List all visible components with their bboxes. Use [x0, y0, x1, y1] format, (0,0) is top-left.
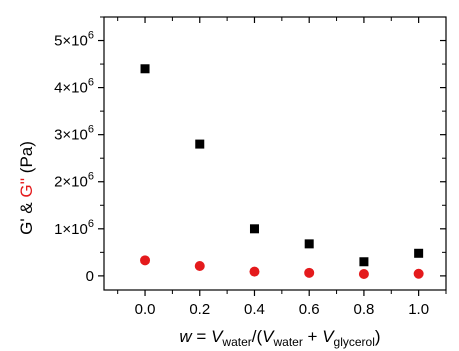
data-point-circle: [413, 268, 424, 279]
x-axis-title-v2: V: [262, 327, 275, 346]
x-axis-ticks: 0.0 0.2 0.4 0.6 0.8 1.0: [117, 17, 447, 318]
y-tick-label: 2×106: [54, 171, 94, 191]
x-tick-label: 0.2: [189, 301, 210, 318]
x-tick-label: 0.0: [135, 301, 156, 318]
data-point-square: [195, 139, 205, 149]
x-axis-title-close: ): [375, 327, 381, 346]
data-point-square: [304, 239, 314, 249]
x-axis-title-v3: V: [322, 327, 335, 346]
x-axis-title-v1: V: [211, 327, 224, 346]
data-point-circle: [194, 260, 205, 271]
y-tick-label: 0: [86, 268, 94, 285]
plot-frame: [103, 16, 447, 291]
y-tick-label: 4×106: [54, 77, 94, 97]
data-point-circle: [249, 266, 260, 277]
y-axis-title: G' & G'' (Pa): [17, 141, 36, 235]
x-tick-label: 0.8: [353, 301, 374, 318]
plot-border: [103, 16, 447, 291]
y-axis-ticks: 0 1×106 2×106 3×106 4×106 5×106: [54, 16, 446, 285]
x-tick-label: 0.4: [244, 301, 265, 318]
y-axis-title-part1: G' &: [17, 198, 36, 235]
x-axis-title-mid: /(: [252, 327, 263, 346]
data-point-circle: [140, 255, 151, 266]
data-point-square: [140, 64, 150, 74]
x-axis-title-sub1: water: [221, 335, 251, 349]
data-point-square: [249, 224, 259, 234]
data-point-circle: [358, 268, 369, 279]
y-axis-title-part2: G'': [17, 178, 36, 198]
y-tick-label: 1×106: [54, 218, 94, 238]
y-tick-label: 3×106: [54, 124, 94, 144]
x-axis-title: w = Vwater/(Vwater + Vglycerol): [179, 327, 380, 349]
x-tick-label: 0.6: [299, 301, 320, 318]
y-tick-label: 5×106: [54, 30, 94, 50]
x-axis-title-sub3: glycerol: [334, 335, 375, 349]
data-point-circle: [304, 267, 315, 278]
x-tick-label: 1.0: [408, 301, 429, 318]
data-point-square: [414, 248, 424, 258]
data-marks: [140, 64, 424, 279]
x-axis-title-plus: +: [303, 327, 322, 346]
x-axis-title-sub2: water: [272, 335, 302, 349]
x-axis-title-eq: =: [192, 327, 211, 346]
x-axis-title-w: w: [179, 327, 193, 346]
y-axis-title-part3: (Pa): [17, 141, 36, 178]
data-point-square: [359, 257, 369, 267]
